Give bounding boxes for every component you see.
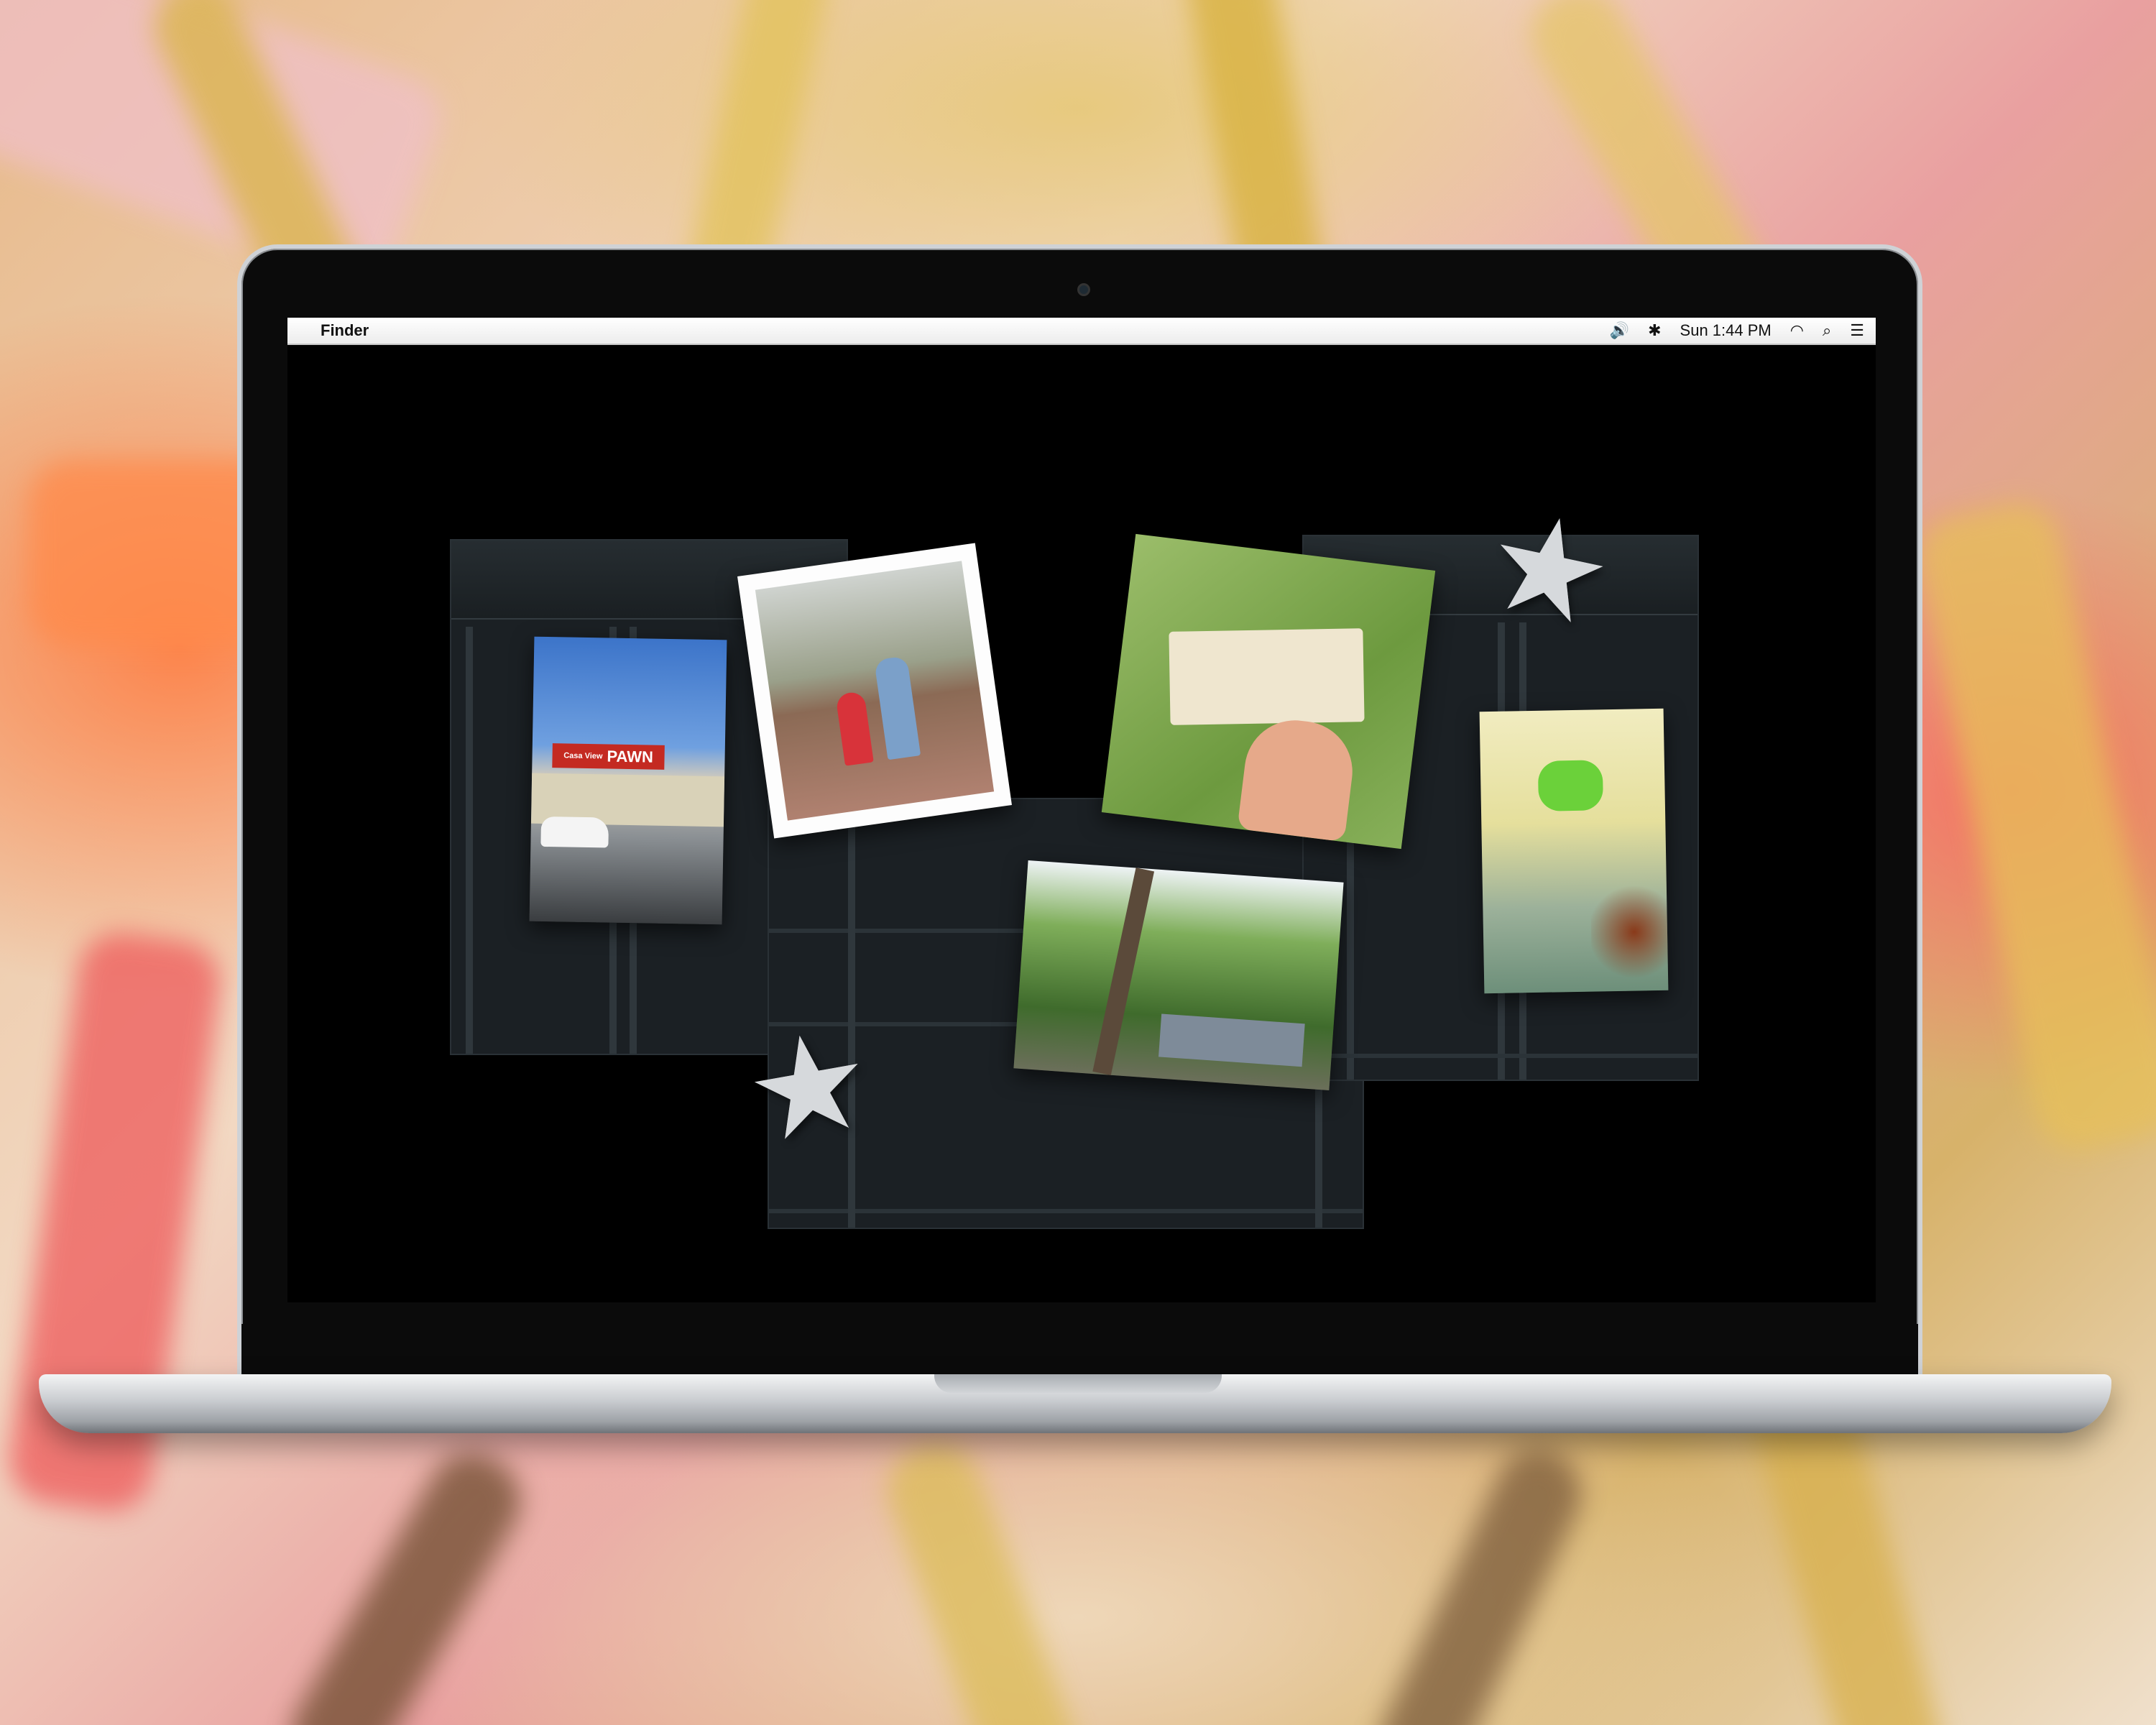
pawn-sign-text: PAWN xyxy=(607,747,654,766)
bluetooth-icon[interactable]: ✱ xyxy=(1648,321,1662,339)
panel-rail xyxy=(848,799,855,1228)
photo-woman-with-dog[interactable] xyxy=(1479,708,1669,994)
pawn-sign-board: Casa View PAWN xyxy=(552,743,665,770)
pawn-sign-prefix: Casa View xyxy=(563,751,603,761)
id-card xyxy=(1169,628,1365,725)
notification-center-icon[interactable]: ☰ xyxy=(1850,321,1864,339)
menu-bar: Finder 🔊 ✱ Sun 1:44 PM ◠ ⌕ ☰ xyxy=(287,318,1876,345)
photo-two-girls[interactable] xyxy=(737,543,1012,839)
photo-trees-street-sign[interactable] xyxy=(1013,860,1344,1090)
app-name-menu[interactable]: Finder xyxy=(321,321,369,339)
girl-blue-dress xyxy=(874,656,921,760)
laptop-opening-notch xyxy=(934,1374,1222,1393)
photo-image-girls xyxy=(755,561,995,821)
panel-line xyxy=(769,1209,1363,1213)
woman-green-shirt xyxy=(1537,760,1604,811)
girl-red-dress xyxy=(835,691,874,766)
wifi-icon[interactable]: ◠ xyxy=(1789,321,1804,339)
house-roof xyxy=(1158,1013,1305,1067)
laptop-base xyxy=(39,1374,2111,1433)
status-menus: 🔊 ✱ Sun 1:44 PM ◠ ⌕ ☰ xyxy=(1610,321,1864,340)
panel-line xyxy=(1304,1054,1697,1058)
panel-rail xyxy=(466,627,473,1054)
panel-rail xyxy=(1347,622,1354,1080)
hand xyxy=(1237,714,1358,842)
lid-chin-right xyxy=(1769,1324,1918,1374)
photo-id-card-on-leaf[interactable] xyxy=(1101,533,1436,850)
white-car xyxy=(540,816,609,848)
photo-pawn-shop[interactable]: Casa View PAWN xyxy=(529,636,727,925)
camera-icon xyxy=(1077,283,1090,296)
volume-icon[interactable]: 🔊 xyxy=(1609,321,1630,339)
light-leak xyxy=(1590,880,1669,983)
tree-trunk xyxy=(1092,868,1155,1076)
lid-chin-left xyxy=(241,1324,390,1374)
laptop-lid: Finder 🔊 ✱ Sun 1:44 PM ◠ ⌕ ☰ xyxy=(237,244,1922,1387)
desktop-screen: Finder 🔊 ✱ Sun 1:44 PM ◠ ⌕ ☰ xyxy=(287,318,1876,1302)
spotlight-search-icon[interactable]: ⌕ xyxy=(1822,321,1832,339)
menu-clock[interactable]: Sun 1:44 PM xyxy=(1680,321,1772,339)
silver-star-icon: ★ xyxy=(734,1000,883,1173)
